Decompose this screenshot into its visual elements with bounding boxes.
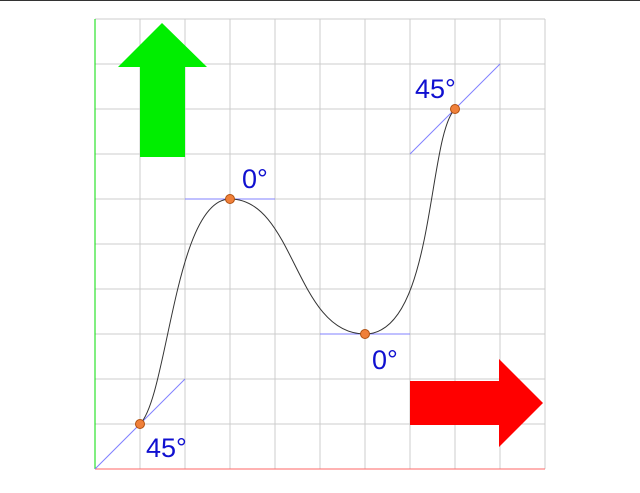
direction-arrows [118,23,543,447]
knot-points [135,104,460,429]
angle-label: 45° [146,433,187,463]
right-arrow-icon [410,359,543,447]
angle-label: 0° [372,345,398,375]
knot-point [360,329,370,339]
angle-label: 45° [415,74,456,104]
angle-labels: 45° 0° 0° 45° [146,74,456,463]
knot-point [135,419,145,429]
up-arrow-icon [118,23,207,157]
angle-label: 0° [242,164,268,194]
knot-point [450,104,460,114]
knot-point [225,194,235,204]
spline-curve [139,108,456,425]
